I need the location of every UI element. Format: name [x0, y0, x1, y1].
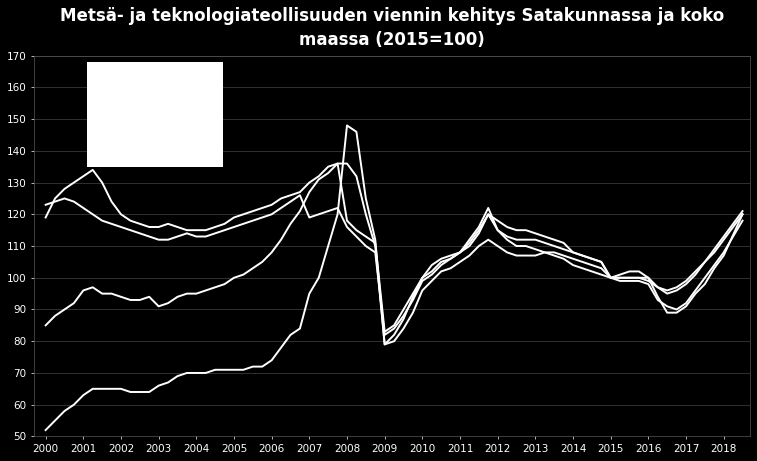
- Bar: [87, 62, 223, 167]
- Title: Metsä- ja teknologiateollisuuden viennin kehitys Satakunnassa ja koko
maassa (20: Metsä- ja teknologiateollisuuden viennin…: [60, 7, 724, 48]
